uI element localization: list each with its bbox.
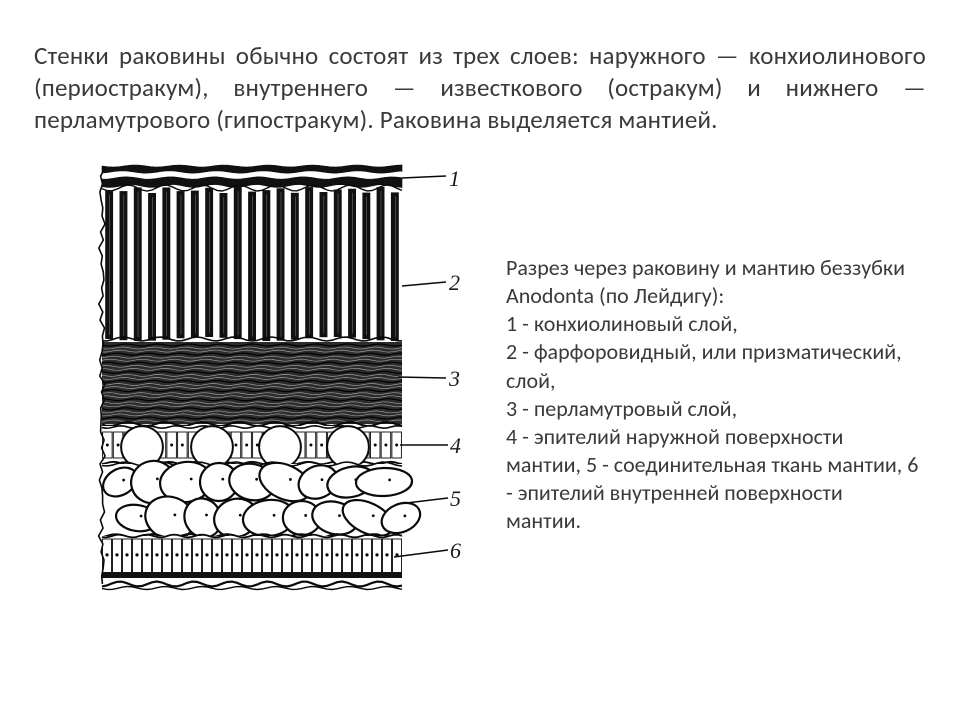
figure-container: 1 2 3 4 5 6 bbox=[34, 164, 494, 594]
caption-title: Разрез через раковину и мантию беззубки … bbox=[506, 254, 905, 309]
diagram-label-3: 3 bbox=[449, 366, 460, 392]
shell-cross-section-diagram: 1 2 3 4 5 6 bbox=[94, 164, 494, 594]
caption-line: 4 - эпителий наружной поверхности мантии… bbox=[506, 423, 918, 534]
caption-line: 2 - фарфоровидный, или призматический, с… bbox=[506, 338, 902, 393]
diagram-label-1: 1 bbox=[449, 166, 460, 192]
diagram-label-4: 4 bbox=[450, 433, 461, 459]
slide: Стенки раковины обычно состоят из трех с… bbox=[0, 0, 960, 720]
diagram-label-6: 6 bbox=[450, 538, 461, 564]
caption-line: 3 - перламутровый слой, bbox=[506, 395, 737, 422]
diagram-label-2: 2 bbox=[449, 270, 460, 296]
diagram-label-5: 5 bbox=[450, 486, 461, 512]
content-row: 1 2 3 4 5 6 Разрез через раковину и мантию бе… bbox=[34, 164, 926, 594]
intro-paragraph: Стенки раковины обычно состоят из трех с… bbox=[34, 40, 926, 136]
caption-line: 1 - конхиолиновый слой, bbox=[506, 310, 738, 337]
figure-caption: Разрез через раковину и мантию беззубки … bbox=[494, 254, 926, 536]
